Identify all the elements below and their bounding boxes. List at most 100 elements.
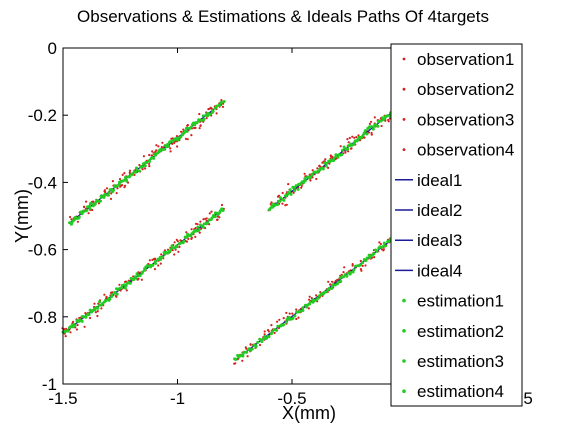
- observation-point: [155, 144, 158, 147]
- estimation-point: [336, 155, 340, 159]
- legend-item-observation1: observation1: [402, 50, 514, 69]
- estimation-point: [275, 328, 279, 332]
- estimation-point: [98, 199, 102, 203]
- estimation-point: [364, 259, 368, 263]
- observation-point: [103, 189, 106, 192]
- estimation-point: [345, 274, 349, 278]
- observation-point: [343, 266, 346, 269]
- estimation-point: [73, 217, 77, 221]
- estimation-point: [196, 225, 200, 229]
- estimation-point: [99, 195, 103, 199]
- estimation-point: [341, 148, 344, 152]
- observation-point: [285, 203, 288, 206]
- observation-point: [234, 362, 237, 365]
- observation-point: [173, 241, 176, 244]
- estimation-point: [154, 153, 157, 157]
- estimation-point: [115, 292, 119, 296]
- observation-point: [148, 259, 151, 262]
- legend-label: observation3: [417, 110, 514, 129]
- estimation-point: [321, 166, 325, 170]
- observation-point: [76, 323, 79, 327]
- estimation-point: [376, 124, 380, 128]
- estimation-point: [324, 290, 328, 294]
- observation-point: [276, 320, 279, 323]
- estimation-point: [341, 275, 345, 279]
- observation-point: [186, 138, 189, 141]
- legend-dot-swatch: [402, 298, 406, 303]
- estimation-point: [154, 262, 158, 265]
- estimation-point: [296, 187, 300, 191]
- estimation-point: [283, 194, 287, 198]
- estimation-point: [179, 241, 183, 245]
- observation-point: [171, 142, 174, 145]
- estimation-point: [374, 123, 378, 127]
- observation-point: [221, 105, 225, 108]
- legend-item-observation4: observation4: [402, 141, 514, 160]
- observation-point: [76, 220, 79, 223]
- estimation-point: [340, 153, 344, 156]
- legend-item-ideal2: ideal2: [395, 201, 462, 220]
- estimation-point: [387, 239, 391, 243]
- estimation-point: [284, 320, 288, 324]
- observation-point: [379, 242, 382, 246]
- estimation-point: [372, 252, 376, 256]
- observation-point: [339, 145, 342, 148]
- estimation-point: [363, 129, 367, 133]
- estimation-point: [299, 309, 302, 313]
- observation-point: [367, 131, 371, 134]
- observation-point: [148, 162, 151, 165]
- observation-point: [378, 241, 381, 244]
- observation-point: [141, 167, 144, 171]
- estimation-point: [186, 126, 190, 130]
- estimation-point: [137, 169, 141, 173]
- estimation-point: [201, 114, 205, 118]
- observation-point: [380, 124, 383, 128]
- estimation-point: [185, 130, 189, 133]
- estimation-point: [308, 300, 312, 304]
- observation-point: [324, 158, 327, 161]
- estimation-point: [108, 297, 112, 301]
- observation-point: [277, 194, 281, 197]
- observation-point: [153, 257, 156, 260]
- estimation-point: [349, 271, 353, 274]
- observation-point: [364, 264, 367, 267]
- observation-point: [307, 307, 310, 310]
- y-tick-label: -0.2: [28, 106, 57, 125]
- observation-point: [382, 248, 385, 251]
- observation-point: [198, 112, 201, 116]
- observation-point: [327, 166, 330, 169]
- estimation-point: [112, 188, 115, 192]
- observation-point: [359, 259, 362, 263]
- observation-point: [241, 359, 244, 362]
- estimation-point: [168, 140, 172, 144]
- observation-point: [370, 133, 373, 136]
- legend-item-ideal3: ideal3: [395, 231, 462, 250]
- estimation-point: [276, 203, 279, 207]
- estimation-point: [254, 344, 258, 348]
- legend-dot-swatch: [402, 359, 406, 363]
- estimation-point: [206, 114, 209, 118]
- legend-label: estimation4: [417, 382, 504, 401]
- estimation-point: [371, 127, 375, 131]
- estimation-point: [303, 179, 307, 182]
- estimation-point: [242, 350, 246, 354]
- estimation-point: [138, 274, 142, 278]
- observation-point: [185, 240, 189, 243]
- observation-point: [331, 280, 334, 283]
- estimation-point: [96, 306, 100, 310]
- estimation-point: [202, 222, 206, 226]
- estimation-point: [113, 291, 117, 295]
- estimation-point: [143, 164, 147, 168]
- observation-point: [121, 173, 124, 176]
- estimation-point: [282, 323, 286, 327]
- x-tick-label: -0.5: [277, 389, 306, 408]
- estimation-point: [160, 255, 164, 259]
- observation-point: [344, 151, 347, 154]
- estimation-point: [268, 207, 272, 211]
- estimation-point: [234, 357, 238, 361]
- legend-label: ideal1: [417, 171, 462, 190]
- observation-point: [182, 128, 185, 131]
- observation-point: [63, 328, 66, 331]
- observation-point: [116, 187, 119, 190]
- observation-point: [288, 312, 291, 315]
